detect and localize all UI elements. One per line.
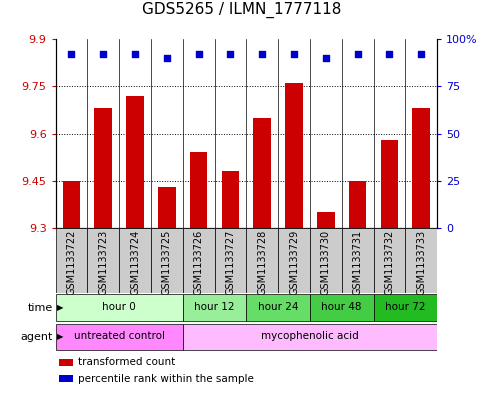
Text: time: time <box>28 303 53 312</box>
Bar <box>246 294 310 321</box>
Bar <box>158 187 176 228</box>
Point <box>227 51 234 57</box>
Text: GSM1133722: GSM1133722 <box>67 230 76 295</box>
Text: percentile rank within the sample: percentile rank within the sample <box>78 374 254 384</box>
Bar <box>278 228 310 293</box>
Bar <box>246 228 278 293</box>
Bar <box>87 228 119 293</box>
Bar <box>95 108 112 228</box>
Point <box>290 51 298 57</box>
Point <box>99 51 107 57</box>
Text: GSM1133724: GSM1133724 <box>130 230 140 295</box>
Bar <box>56 228 87 293</box>
Text: ▶: ▶ <box>57 332 63 342</box>
Text: hour 24: hour 24 <box>258 302 298 312</box>
Bar <box>373 294 437 321</box>
Bar <box>412 108 430 228</box>
Bar <box>349 181 367 228</box>
Text: GSM1133730: GSM1133730 <box>321 230 331 295</box>
Text: untreated control: untreated control <box>73 331 165 342</box>
Bar <box>126 96 144 228</box>
Text: hour 12: hour 12 <box>194 302 235 312</box>
Bar <box>183 228 214 293</box>
Bar <box>119 228 151 293</box>
Bar <box>183 294 246 321</box>
Bar <box>63 181 80 228</box>
Text: hour 48: hour 48 <box>322 302 362 312</box>
Bar <box>214 228 246 293</box>
Text: GSM1133733: GSM1133733 <box>416 230 426 295</box>
Text: GSM1133731: GSM1133731 <box>353 230 363 295</box>
Text: agent: agent <box>21 332 53 342</box>
Text: GSM1133723: GSM1133723 <box>98 230 108 295</box>
Point <box>354 51 361 57</box>
Point <box>385 51 393 57</box>
Bar <box>151 228 183 293</box>
Text: GSM1133726: GSM1133726 <box>194 230 204 295</box>
Bar <box>222 171 239 228</box>
Bar <box>254 118 271 228</box>
Bar <box>285 83 303 228</box>
Text: GSM1133728: GSM1133728 <box>257 230 267 295</box>
Point <box>131 51 139 57</box>
Text: GDS5265 / ILMN_1777118: GDS5265 / ILMN_1777118 <box>142 2 341 18</box>
Text: transformed count: transformed count <box>78 357 175 367</box>
Point <box>417 51 425 57</box>
Text: GSM1133729: GSM1133729 <box>289 230 299 295</box>
Point <box>163 55 170 61</box>
Point <box>68 51 75 57</box>
Text: GSM1133727: GSM1133727 <box>226 230 235 295</box>
Text: GSM1133732: GSM1133732 <box>384 230 395 295</box>
Text: mycophenolic acid: mycophenolic acid <box>261 331 359 342</box>
Bar <box>310 228 342 293</box>
Point <box>258 51 266 57</box>
Bar <box>183 324 437 350</box>
Bar <box>373 228 405 293</box>
Text: ▶: ▶ <box>57 303 63 312</box>
Bar <box>190 152 207 228</box>
Bar <box>56 324 183 350</box>
Bar <box>59 359 73 365</box>
Text: GSM1133725: GSM1133725 <box>162 230 172 295</box>
Bar <box>310 294 373 321</box>
Point <box>195 51 202 57</box>
Bar <box>405 228 437 293</box>
Bar <box>59 375 73 382</box>
Text: hour 72: hour 72 <box>385 302 426 312</box>
Bar <box>342 228 373 293</box>
Text: hour 0: hour 0 <box>102 302 136 312</box>
Bar <box>317 212 335 228</box>
Bar <box>56 294 183 321</box>
Bar <box>381 140 398 228</box>
Point <box>322 55 330 61</box>
